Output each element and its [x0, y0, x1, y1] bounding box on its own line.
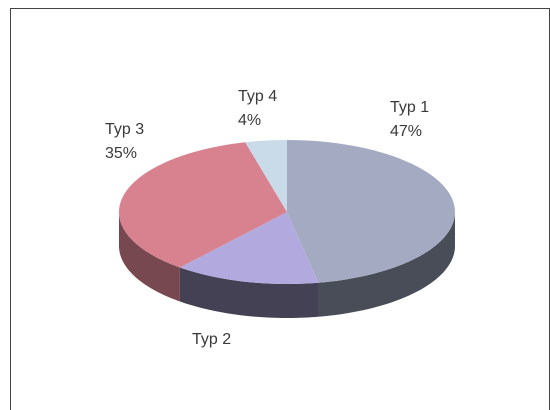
slice-label: Typ 1	[390, 99, 429, 116]
slice-side	[119, 212, 180, 302]
slice-label: Typ 3	[105, 121, 144, 138]
slice-top	[287, 140, 455, 283]
slice-label: Typ 2	[192, 331, 231, 348]
pie-slice	[287, 140, 455, 317]
slice-side	[179, 267, 319, 318]
pie-slice	[179, 212, 319, 318]
slice-value-label: 35%	[105, 145, 137, 162]
pie-slice	[245, 140, 287, 212]
slice-value-label: 4%	[238, 112, 261, 129]
slice-top	[119, 142, 287, 268]
slice-label: Typ 4	[238, 88, 277, 105]
slice-value-label: 47%	[390, 123, 422, 140]
slice-side	[318, 212, 455, 317]
slice-top	[245, 140, 287, 212]
pie-slice	[119, 142, 287, 302]
slice-top	[179, 212, 319, 284]
